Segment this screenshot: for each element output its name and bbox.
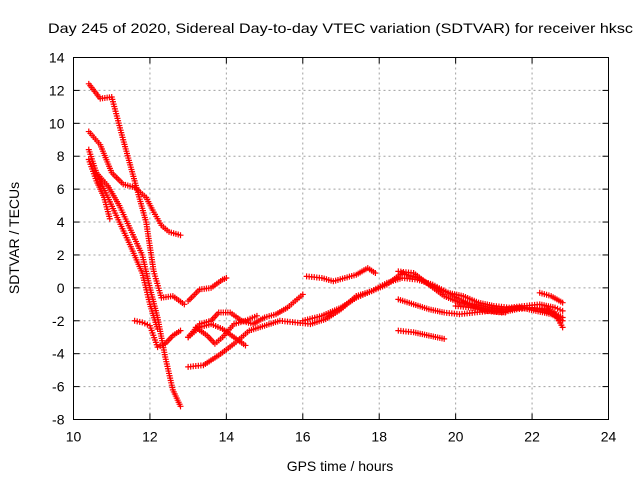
y-tick-labels: -8 -6 -4 -2 0 2 4 6 8 10 12 14 [49,50,65,428]
series-track-11 [192,312,260,347]
y-tick-label: 2 [57,247,65,263]
data-point [559,324,566,331]
data-point [559,299,566,306]
y-tick-label: 14 [49,50,65,66]
series-track-6 [131,317,184,351]
grid-lines [73,57,609,420]
y-tick-label: 6 [57,181,65,197]
x-tick-label: 20 [448,429,464,445]
y-tick-label: 0 [57,280,65,296]
data-point [242,342,249,349]
data-point [299,291,306,298]
series-track-19 [452,302,566,321]
x-tick-label: 24 [601,429,617,445]
data-point [177,327,184,334]
data-point [181,301,188,308]
data-point [106,215,113,222]
y-tick-label: 4 [57,214,65,230]
y-tick-label: 8 [57,148,65,164]
series-track-4 [85,156,113,222]
series-track-17 [395,327,448,342]
series-track-1 [85,80,188,308]
x-axis-label: GPS time / hours [287,458,394,474]
y-axis-label: SDTVAR / TECUs [6,182,22,294]
y-tick-label: -8 [52,412,65,428]
series-track-5 [93,169,184,410]
chart-title: Day 245 of 2020, Sidereal Day-to-day VTE… [48,20,633,36]
series-track-16 [395,296,509,318]
x-tick-label: 16 [295,429,311,445]
data-point [253,312,260,319]
data-point [559,307,566,314]
data-point [177,232,184,239]
x-tick-label: 12 [142,429,158,445]
series-track-15 [395,268,566,324]
data-point [372,270,379,277]
x-tick-label: 22 [524,429,540,445]
x-tick-label: 14 [219,429,235,445]
data-point [441,335,448,342]
y-tick-label: -2 [52,313,65,329]
y-tick-label: -4 [52,346,65,362]
data-point [559,314,566,321]
data-points [85,80,566,410]
series-track-9 [185,293,360,370]
y-tick-label: -6 [52,379,65,395]
x-tick-labels: 10 12 14 16 18 20 22 24 [66,429,617,445]
y-tick-label: 10 [49,115,65,131]
data-point [177,403,184,410]
series-track-18 [536,289,566,306]
plot-frame [73,57,609,420]
data-point [223,274,230,281]
x-tick-label: 10 [66,429,82,445]
series-track-7 [185,274,230,305]
y-tick-label: 12 [49,82,65,98]
series-track-12 [303,265,379,285]
series-track-2 [85,128,184,239]
axis-ticks [73,57,609,420]
x-tick-label: 18 [371,429,387,445]
